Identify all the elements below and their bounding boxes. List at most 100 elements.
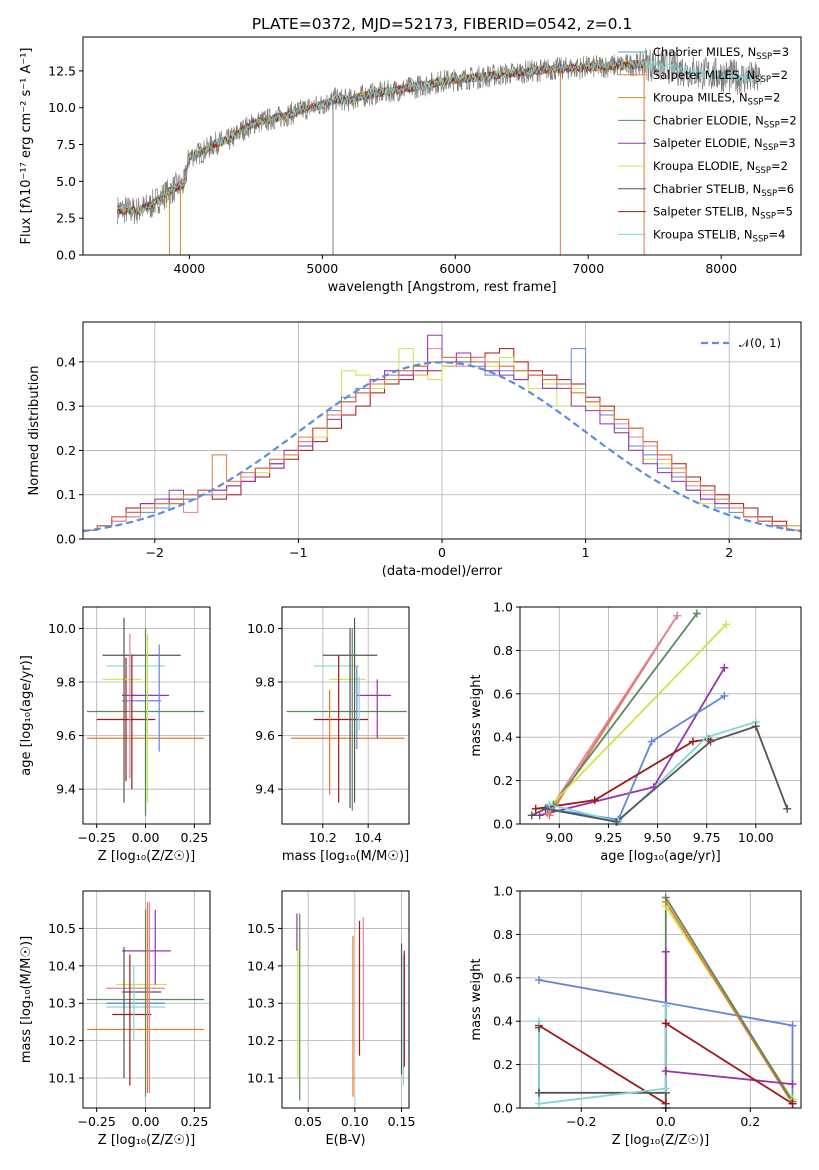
age-vs-metallicity-panel: −0.25 0.00 0.25 9.4 9.6 9.8 10.0 Z [log₁₀(Z/Z☉)… xyxy=(19,606,211,864)
axes-frame xyxy=(281,606,410,825)
x-tick-label: −2 xyxy=(146,545,164,560)
plot-area xyxy=(117,47,762,255)
weight-marker xyxy=(535,1099,544,1108)
y-axis-label: mass weight xyxy=(469,674,484,756)
spectrum-panel: 4000 5000 6000 7000 8000 0.0 2.5 5.0 7.5 10.0 12.5… xyxy=(19,15,802,295)
x-tick-label: 9.50 xyxy=(644,830,672,845)
y-tick-label: 0.3 xyxy=(56,399,76,414)
weight-line xyxy=(546,623,727,810)
x-tick-label: 8000 xyxy=(705,261,737,276)
y-tick-label: 10.4 xyxy=(48,958,76,973)
axes-frame xyxy=(281,890,410,1109)
legend-label: Salpeter MILES, N xyxy=(653,68,755,82)
weight-marker xyxy=(661,1067,670,1076)
weight-marker xyxy=(661,1002,670,1011)
weight-line xyxy=(531,725,789,823)
weight-marker xyxy=(661,1084,670,1093)
y-tick-label: 10.3 xyxy=(48,996,76,1011)
axes-frame xyxy=(519,890,802,1109)
y-tick-label: 10.2 xyxy=(48,1033,76,1048)
x-tick-label: 0.00 xyxy=(132,830,160,845)
legend-label: Chabrier STELIB, N xyxy=(653,182,761,196)
y-tick-label: 0.1 xyxy=(56,487,76,502)
legend-label: Kroupa STELIB, N xyxy=(653,227,753,241)
legend-subscript: SSP xyxy=(748,98,764,108)
x-tick-label: 0.25 xyxy=(180,1114,208,1129)
weight-marker xyxy=(720,663,729,672)
model-spectrum xyxy=(117,58,645,215)
legend-suffix: =3 xyxy=(772,45,789,59)
x-axis-label: mass [log₁₀(M/M☉)] xyxy=(282,849,409,864)
x-axis-label: wavelength [Angstrom, rest frame] xyxy=(328,280,557,295)
y-tick-label: 10.0 xyxy=(247,621,275,636)
x-axis-label: Z [log₁₀(Z/Z☉)] xyxy=(98,1133,195,1148)
weight-line xyxy=(546,615,678,814)
plot-area xyxy=(86,902,205,1097)
weight-marker xyxy=(535,975,544,984)
chart-title: PLATE=0372, MJD=52173, FIBERID=0542, z=0… xyxy=(252,15,633,33)
model-spectrum xyxy=(117,59,646,216)
x-tick-label: 0.0 xyxy=(656,1114,676,1129)
y-tick-label: 0.4 xyxy=(493,1014,513,1029)
legend-entry: Chabrier ELODIE, NSSP=2 xyxy=(653,113,797,130)
age-vs-mass-panel: 10.2 10.4 9.4 9.6 9.8 10.0 mass [log₁₀(M/M☉)] xyxy=(247,606,410,864)
weight-line xyxy=(547,695,725,821)
y-tick-label: 9.6 xyxy=(56,728,76,743)
legend-label: Chabrier MILES, N xyxy=(653,45,756,59)
legend-subscript: SSP xyxy=(755,75,771,85)
weight-line xyxy=(535,738,709,810)
legend-entry: Salpeter STELIB, NSSP=5 xyxy=(653,205,793,222)
y-tick-label: 12.5 xyxy=(48,63,76,78)
y-tick-label: 10.2 xyxy=(247,1033,275,1048)
mass-vs-ebv-panel: 0.05 0.10 0.15 10.1 10.2 10.3 10.4 10.5 E(B-V) xyxy=(247,890,415,1148)
legend-subscript: SSP xyxy=(764,120,780,130)
observed-spectrum xyxy=(117,47,762,225)
axes-frame xyxy=(82,606,211,825)
weight-marker xyxy=(751,722,760,731)
x-tick-label: −1 xyxy=(289,545,307,560)
weight-marker xyxy=(673,611,682,620)
y-tick-label: 0.8 xyxy=(493,927,513,942)
weight-line xyxy=(665,901,794,1105)
weight-marker xyxy=(535,1017,544,1026)
x-tick-label: 10.00 xyxy=(738,830,774,845)
weight-marker xyxy=(788,1021,797,1030)
y-tick-label: 0.4 xyxy=(56,354,76,369)
legend-subscript: SSP xyxy=(756,52,772,62)
x-axis-label: Z [log₁₀(Z/Z☉)] xyxy=(612,1133,709,1148)
normal-curve xyxy=(83,361,801,533)
y-axis-label: Flux [fλ10⁻¹⁷ erg cm⁻² s⁻¹ A⁻¹] xyxy=(19,48,34,245)
weight-marker xyxy=(688,737,697,746)
y-tick-label: 0.6 xyxy=(493,970,513,985)
x-tick-label: 0.00 xyxy=(132,1114,160,1129)
weight-marker xyxy=(649,783,658,792)
x-tick-label: 4000 xyxy=(173,261,205,276)
x-tick-label: −0.25 xyxy=(78,1114,116,1129)
x-tick-label: 0.25 xyxy=(180,830,208,845)
residual-histogram-panel: −2 −1 0 1 2 0.0 0.1 0.2 0.3 0.4 (data-model)/error… xyxy=(27,321,802,579)
weight-marker xyxy=(541,804,550,813)
axes-frame xyxy=(519,606,802,825)
y-tick-label: 10.0 xyxy=(48,100,76,115)
model-spectrum xyxy=(117,58,761,216)
x-tick-label: 0.10 xyxy=(341,1114,369,1129)
y-tick-label: 9.4 xyxy=(56,782,76,797)
y-tick-label: 1.0 xyxy=(493,600,513,615)
weight-marker xyxy=(702,733,711,742)
y-tick-label: 0.8 xyxy=(493,643,513,658)
weight-marker xyxy=(661,947,670,956)
legend-subscript: SSP xyxy=(755,166,771,176)
y-tick-label: 10.5 xyxy=(48,921,76,936)
axes-frame xyxy=(82,36,802,256)
y-tick-label: 10.3 xyxy=(247,996,275,1011)
legend-subscript: SSP xyxy=(760,212,776,222)
plot-area xyxy=(531,612,789,823)
weight-marker xyxy=(535,811,544,820)
weight-line xyxy=(549,721,757,823)
x-tick-label: 7000 xyxy=(572,261,604,276)
legend-suffix: =2 xyxy=(780,113,797,127)
legend-suffix: =2 xyxy=(771,68,788,82)
model-spectrum xyxy=(117,59,646,216)
weight-line xyxy=(538,1006,667,1105)
